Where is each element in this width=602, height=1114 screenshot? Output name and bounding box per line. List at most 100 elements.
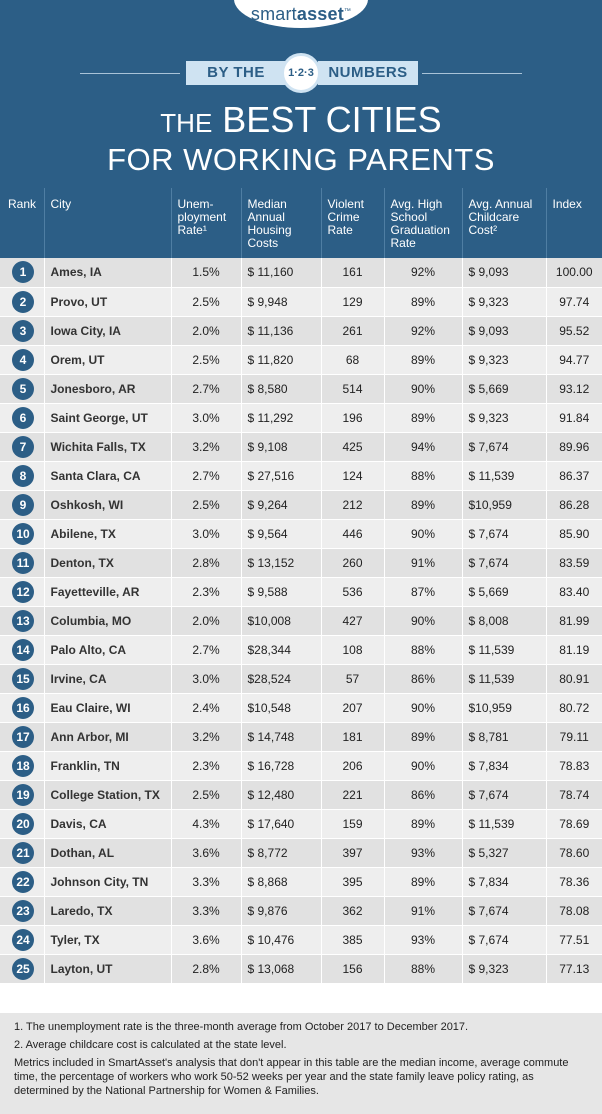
cell-childcare: $ 11,539: [461, 461, 546, 490]
cell-rank: 3: [0, 316, 44, 345]
cell-crime: 362: [320, 896, 384, 925]
rank-badge: 21: [12, 841, 34, 864]
table-row: 7 Wichita Falls, TX 3.2% $ 9,108 425 94% $ 7,6…: [0, 432, 602, 461]
cell-childcare: $ 8,008: [461, 606, 546, 635]
cell-unemployment: 3.6%: [170, 838, 241, 867]
cell-childcare: $ 7,834: [461, 867, 546, 896]
cell-rank: 4: [0, 345, 44, 374]
table-row: 24 Tyler, TX 3.6% $ 10,476 385 93% $ 7,674 77.5…: [0, 925, 602, 954]
cell-rank: 15: [0, 664, 44, 693]
cell-graduation: 93%: [383, 925, 462, 954]
cell-unemployment: 3.2%: [170, 432, 241, 461]
cell-city: Wichita Falls, TX: [43, 432, 171, 461]
cell-housing: $ 9,876: [240, 896, 321, 925]
cell-housing: $ 10,476: [240, 925, 321, 954]
cell-index: 79.11: [545, 722, 602, 751]
cell-index: 86.28: [545, 490, 602, 519]
cell-graduation: 89%: [383, 287, 462, 316]
cell-city: Davis, CA: [43, 809, 171, 838]
cell-housing: $ 9,108: [240, 432, 321, 461]
cell-index: 94.77: [545, 345, 602, 374]
cell-crime: 108: [320, 635, 384, 664]
cell-unemployment: 2.5%: [170, 345, 241, 374]
cell-housing: $ 9,948: [240, 287, 321, 316]
table-row: 18 Franklin, TN 2.3% $ 16,728 206 90% $ 7,834 7…: [0, 751, 602, 780]
rank-badge: 7: [12, 435, 34, 458]
cell-housing: $28,344: [240, 635, 321, 664]
cell-childcare: $ 5,327: [461, 838, 546, 867]
cell-unemployment: 2.3%: [170, 751, 241, 780]
cell-rank: 12: [0, 577, 44, 606]
col-graduation: Avg. High School Graduation Rate: [383, 188, 462, 258]
cell-index: 86.37: [545, 461, 602, 490]
cell-housing: $ 8,772: [240, 838, 321, 867]
cell-graduation: 90%: [383, 751, 462, 780]
cell-housing: $ 13,152: [240, 548, 321, 577]
cell-city: Columbia, MO: [43, 606, 171, 635]
col-crime: Violent Crime Rate: [320, 188, 384, 258]
cell-index: 78.83: [545, 751, 602, 780]
cell-crime: 57: [320, 664, 384, 693]
cell-childcare: $ 9,323: [461, 287, 546, 316]
rank-badge: 11: [12, 551, 34, 574]
cell-childcare: $ 9,323: [461, 403, 546, 432]
cell-crime: 159: [320, 809, 384, 838]
cell-childcare: $ 9,093: [461, 316, 546, 345]
cell-graduation: 89%: [383, 722, 462, 751]
cell-rank: 18: [0, 751, 44, 780]
cell-rank: 11: [0, 548, 44, 577]
cell-city: Johnson City, TN: [43, 867, 171, 896]
rank-badge: 23: [12, 899, 34, 922]
cell-housing: $ 27,516: [240, 461, 321, 490]
cell-graduation: 92%: [383, 258, 462, 287]
cell-city: Layton, UT: [43, 954, 171, 983]
cell-unemployment: 2.8%: [170, 954, 241, 983]
rank-badge: 18: [12, 754, 34, 777]
cell-unemployment: 3.0%: [170, 519, 241, 548]
cell-childcare: $10,959: [461, 490, 546, 519]
cell-crime: 124: [320, 461, 384, 490]
table-row: 11 Denton, TX 2.8% $ 13,152 260 91% $ 7,674 83.…: [0, 548, 602, 577]
footnote-2: 2. Average childcare cost is calculated …: [14, 1039, 287, 1051]
col-housing: Median Annual Housing Costs: [240, 188, 321, 258]
cell-crime: 181: [320, 722, 384, 751]
cell-index: 78.60: [545, 838, 602, 867]
numbers-ribbon: NUMBERS: [318, 61, 418, 85]
col-rank: Rank: [0, 188, 44, 258]
rankings-table: Rank City Unem-ployment Rate¹ Median Ann…: [0, 188, 602, 984]
cell-index: 77.13: [545, 954, 602, 983]
cell-graduation: 89%: [383, 345, 462, 374]
rank-badge: 15: [12, 667, 34, 690]
cell-graduation: 88%: [383, 635, 462, 664]
cell-index: 78.74: [545, 780, 602, 809]
cell-housing: $ 9,588: [240, 577, 321, 606]
cell-unemployment: 2.0%: [170, 316, 241, 345]
cell-city: Franklin, TN: [43, 751, 171, 780]
cell-crime: 260: [320, 548, 384, 577]
cell-rank: 22: [0, 867, 44, 896]
cell-index: 83.40: [545, 577, 602, 606]
col-unemployment: Unem-ployment Rate¹: [170, 188, 241, 258]
cell-rank: 25: [0, 954, 44, 983]
table-row: 17 Ann Arbor, MI 3.2% $ 14,748 181 89% $ 8,781…: [0, 722, 602, 751]
cell-index: 81.19: [545, 635, 602, 664]
page-title-line2: FOR WORKING PARENTS: [107, 142, 495, 177]
cell-city: Jonesboro, AR: [43, 374, 171, 403]
footnotes: 1. The unemployment rate is the three-mo…: [0, 1009, 602, 1114]
table-row: 2 Provo, UT 2.5% $ 9,948 129 89% $ 9,323 97.74: [0, 287, 602, 316]
cell-crime: 397: [320, 838, 384, 867]
divider-left: [80, 73, 180, 74]
table-row: 23 Laredo, TX 3.3% $ 9,876 362 91% $ 7,674 78.0…: [0, 896, 602, 925]
cell-rank: 16: [0, 693, 44, 722]
cell-childcare: $ 7,674: [461, 925, 546, 954]
cell-unemployment: 3.3%: [170, 867, 241, 896]
table-row: 19 College Station, TX 2.5% $ 12,480 221 86% $…: [0, 780, 602, 809]
cell-graduation: 90%: [383, 693, 462, 722]
table-row: 22 Johnson City, TN 3.3% $ 8,868 395 89% $ 7,8…: [0, 867, 602, 896]
footnote-3: Metrics included in SmartAsset's analysi…: [14, 1057, 569, 1097]
cell-graduation: 91%: [383, 548, 462, 577]
col-index: Index: [545, 188, 602, 258]
table-row: 8 Santa Clara, CA 2.7% $ 27,516 124 88% $ 11,5…: [0, 461, 602, 490]
table-row: 13 Columbia, MO 2.0% $10,008 427 90% $ 8,008 81…: [0, 606, 602, 635]
cell-crime: 536: [320, 577, 384, 606]
